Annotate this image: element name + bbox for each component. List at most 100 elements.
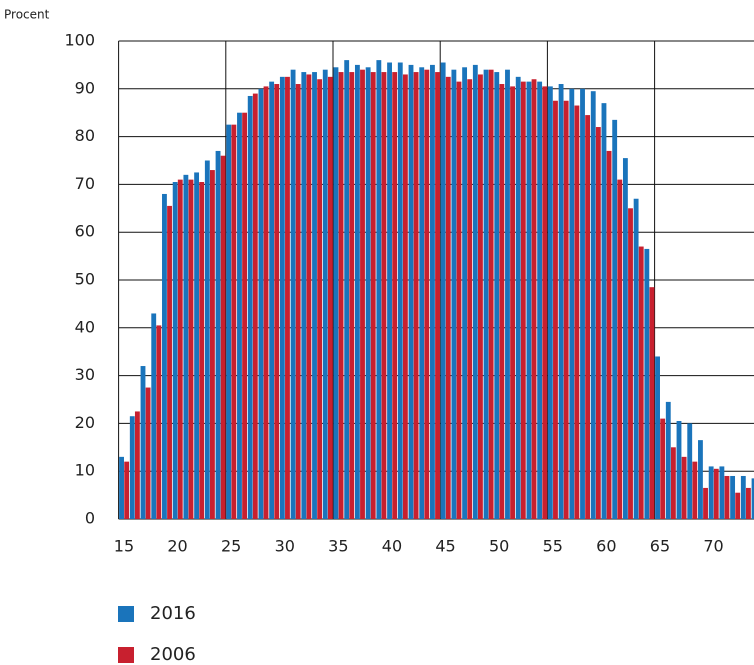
y-tick-label: 100 [64, 31, 95, 50]
bar [622, 158, 628, 520]
bar [333, 67, 339, 519]
bar [494, 72, 500, 519]
bar [167, 205, 172, 519]
bar [301, 72, 307, 519]
bar [553, 100, 558, 519]
bar [445, 76, 451, 519]
bar [585, 115, 591, 519]
bar [638, 246, 644, 520]
x-tick-label: 55 [543, 537, 563, 556]
bar [537, 81, 543, 519]
bar [312, 72, 317, 519]
bar [708, 466, 714, 519]
bar [322, 69, 328, 520]
bar [520, 81, 526, 519]
bar [194, 172, 200, 519]
bar [735, 492, 741, 519]
y-tick-label: 50 [75, 270, 95, 289]
bar [751, 478, 754, 519]
bar [569, 88, 575, 520]
x-tick-label: 65 [650, 537, 670, 556]
bar [670, 447, 676, 519]
bar [681, 456, 687, 519]
bar [580, 88, 585, 520]
bar [499, 84, 505, 520]
legend-label: 2006 [150, 644, 196, 665]
bar [237, 112, 242, 519]
bar [590, 91, 596, 519]
x-tick-label: 35 [328, 537, 348, 556]
bar [306, 74, 312, 520]
y-tick-label: 70 [75, 174, 95, 193]
bar [129, 416, 135, 519]
y-tick-label: 30 [75, 365, 95, 384]
bar [606, 150, 612, 519]
bar [392, 72, 398, 519]
bar [269, 81, 275, 519]
x-tick-label: 20 [167, 537, 187, 556]
x-tick-label: 15 [114, 537, 134, 556]
bar [478, 74, 483, 520]
bar [558, 84, 564, 520]
x-tick-label: 45 [435, 537, 455, 556]
bar [595, 127, 601, 519]
legend-label: 2016 [150, 603, 196, 624]
bar [724, 475, 730, 519]
bar [488, 69, 494, 520]
y-tick-label: 80 [75, 126, 95, 145]
bar [435, 72, 440, 519]
bar [151, 313, 157, 519]
bar [510, 86, 516, 519]
bar [424, 69, 430, 520]
bar [703, 487, 708, 519]
bar [279, 76, 285, 519]
bar [188, 179, 194, 519]
x-tick-label: 40 [382, 537, 402, 556]
y-tick-label: 20 [75, 413, 95, 432]
bar [344, 60, 350, 520]
bar [419, 67, 425, 519]
bar [542, 86, 548, 519]
bar [451, 69, 457, 520]
bar [295, 84, 301, 520]
bar [644, 248, 650, 519]
bar [456, 81, 462, 519]
bar [531, 79, 537, 520]
bar [290, 69, 296, 520]
bar [698, 440, 703, 519]
bar [440, 62, 446, 519]
bar [515, 76, 521, 519]
bar [252, 93, 258, 519]
bar [124, 461, 130, 519]
legend-swatch [118, 606, 134, 622]
bar [145, 387, 151, 519]
bar [365, 67, 371, 519]
bar [204, 160, 210, 519]
x-tick-label: 70 [703, 537, 723, 556]
x-tick-label: 60 [596, 537, 616, 556]
bar [472, 64, 478, 520]
bar [327, 76, 333, 519]
y-tick-label: 40 [75, 317, 95, 336]
bar [354, 64, 360, 520]
bar [574, 105, 580, 519]
bar [119, 456, 124, 519]
bar [687, 423, 693, 519]
bar [220, 155, 226, 519]
bar [210, 170, 215, 519]
x-tick-label: 50 [489, 537, 509, 556]
y-axis-label: Procent [4, 8, 50, 22]
legend-swatch [118, 647, 134, 663]
bar [505, 69, 510, 520]
bar [387, 62, 392, 519]
bar [349, 72, 355, 519]
bar [628, 208, 633, 520]
bar [183, 174, 189, 519]
bar [226, 124, 232, 520]
bar [317, 79, 323, 520]
bar [633, 198, 639, 520]
bar [408, 64, 414, 520]
bar [263, 86, 269, 519]
bar [156, 325, 162, 519]
